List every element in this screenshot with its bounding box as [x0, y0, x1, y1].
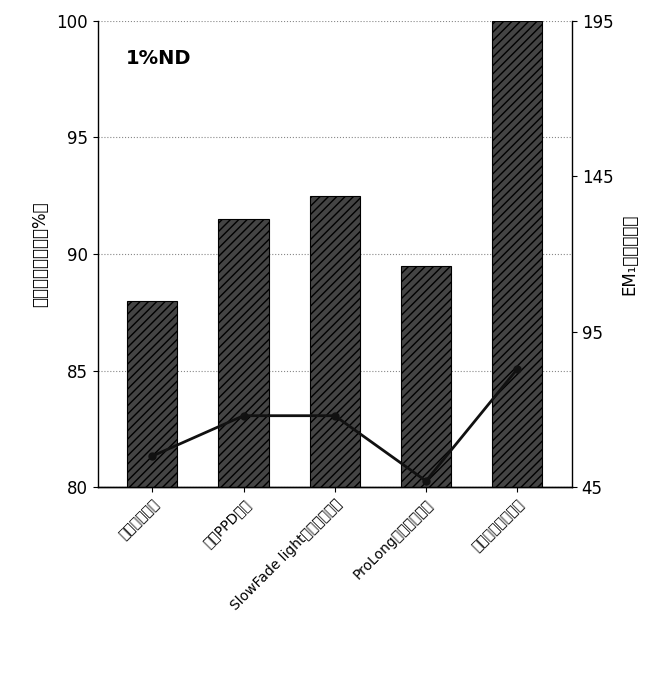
Bar [218, 219, 268, 487]
Bar [401, 266, 451, 487]
Bar [127, 301, 177, 487]
Bar [309, 196, 360, 487]
Bar [492, 21, 542, 487]
Text: 1%ND: 1%ND [126, 49, 192, 68]
Y-axis label: EM₁値（亮度）: EM₁値（亮度） [620, 214, 638, 294]
Y-axis label: 抗荧光衰减系数（%）: 抗荧光衰减系数（%） [31, 201, 49, 307]
